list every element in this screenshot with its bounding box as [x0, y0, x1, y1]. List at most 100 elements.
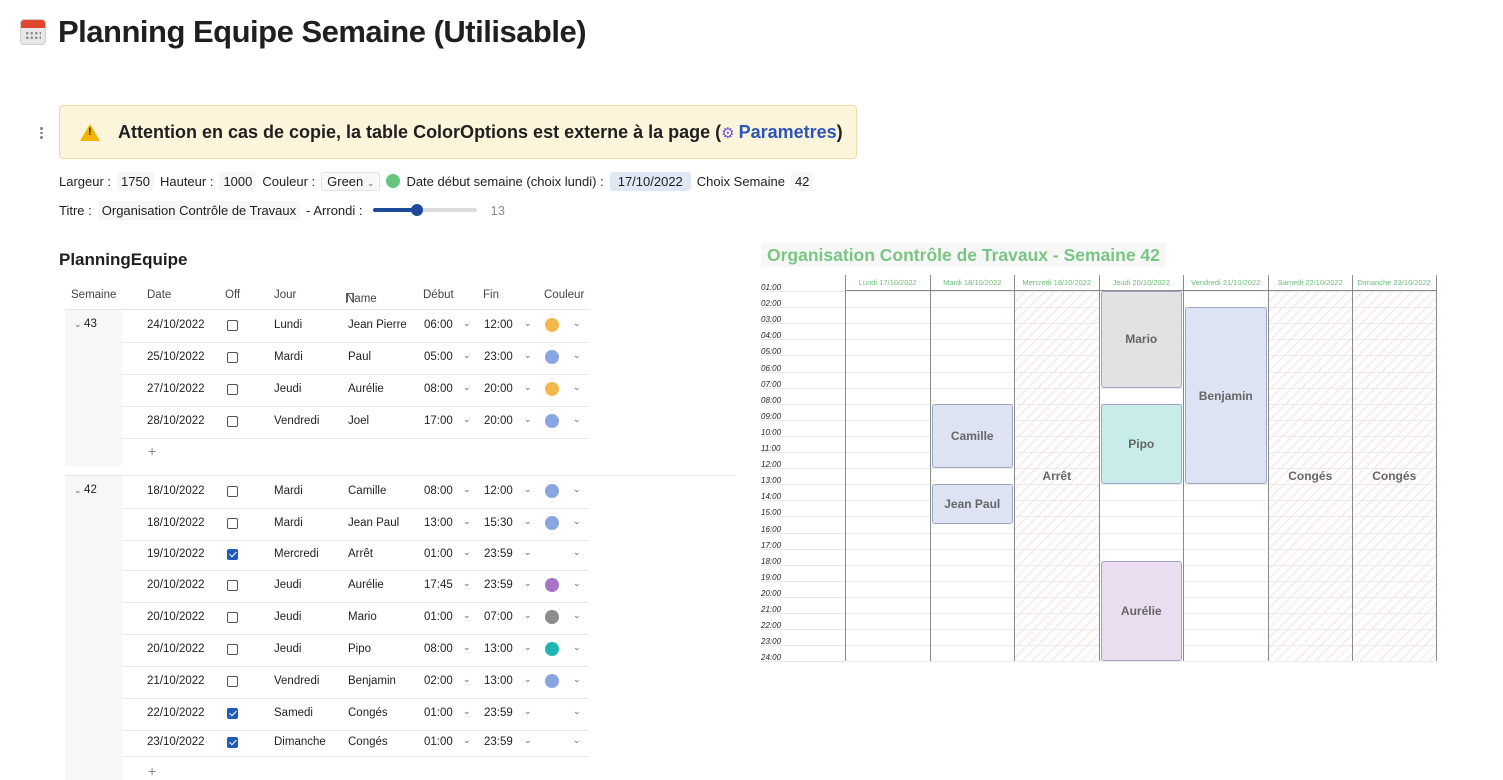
jour-cell[interactable]: Vendredi	[274, 415, 320, 427]
off-checkbox[interactable]	[227, 518, 238, 529]
color-dot[interactable]	[545, 674, 559, 688]
drag-handle-icon[interactable]	[40, 127, 46, 139]
debut-cell[interactable]: 17:45	[424, 579, 453, 591]
off-checkbox[interactable]	[227, 580, 238, 591]
chevron-down-icon[interactable]: ⌄	[463, 610, 471, 620]
color-dot[interactable]	[545, 382, 559, 396]
chevron-down-icon[interactable]: ⌄	[524, 674, 532, 684]
chevron-down-icon[interactable]: ⌄	[463, 642, 471, 652]
chevron-down-icon[interactable]: ⌄	[463, 547, 471, 557]
couleur-select[interactable]: Green ⌄	[321, 171, 381, 191]
chevron-down-icon[interactable]: ⌄	[74, 485, 85, 495]
jour-cell[interactable]: Mardi	[274, 517, 303, 529]
event-block[interactable]: Benjamin	[1185, 307, 1267, 485]
header-couleur[interactable]: Couleur	[544, 289, 585, 301]
debut-cell[interactable]: 06:00	[424, 319, 453, 331]
titre-input[interactable]: Organisation Contrôle de Travaux	[97, 200, 301, 220]
jour-cell[interactable]: Mardi	[274, 351, 303, 363]
name-cell[interactable]: Congés	[348, 707, 388, 719]
add-row-button[interactable]: +	[148, 443, 157, 459]
chevron-down-icon[interactable]: ⌄	[524, 578, 532, 588]
chevron-down-icon[interactable]: ⌄	[573, 610, 581, 620]
fin-cell[interactable]: 23:59	[484, 579, 513, 591]
chevron-down-icon[interactable]: ⌄	[463, 414, 471, 424]
fin-cell[interactable]: 23:00	[484, 351, 513, 363]
add-row-button[interactable]: +	[148, 763, 157, 779]
semaine-input[interactable]: 42	[790, 171, 814, 191]
chevron-down-icon[interactable]: ⌄	[463, 484, 471, 494]
date-cell[interactable]: 28/10/2022	[147, 415, 205, 427]
off-checkbox[interactable]	[227, 644, 238, 655]
off-checkbox[interactable]	[227, 320, 238, 331]
parametres-link[interactable]: ⚙ Parametres	[721, 121, 837, 142]
chevron-down-icon[interactable]: ⌄	[524, 706, 532, 716]
chevron-down-icon[interactable]: ⌄	[524, 642, 532, 652]
jour-cell[interactable]: Samedi	[274, 707, 313, 719]
name-cell[interactable]: Benjamin	[348, 675, 396, 687]
chevron-down-icon[interactable]: ⌄	[524, 318, 532, 328]
date-cell[interactable]: 18/10/2022	[147, 517, 205, 529]
off-checkbox[interactable]	[227, 384, 238, 395]
off-checkbox[interactable]	[227, 708, 238, 719]
off-checkbox[interactable]	[227, 486, 238, 497]
fin-cell[interactable]: 13:00	[484, 643, 513, 655]
date-cell[interactable]: 20/10/2022	[147, 643, 205, 655]
fin-cell[interactable]: 23:59	[484, 736, 513, 748]
name-cell[interactable]: Joel	[348, 415, 370, 427]
date-cell[interactable]: 22/10/2022	[147, 707, 205, 719]
jour-cell[interactable]: Dimanche	[274, 736, 326, 748]
chevron-down-icon[interactable]: ⌄	[573, 382, 581, 392]
color-dot[interactable]	[545, 642, 559, 656]
jour-cell[interactable]: Mardi	[274, 485, 303, 497]
hauteur-input[interactable]: 1000	[219, 171, 257, 191]
header-semaine[interactable]: Semaine	[71, 289, 117, 301]
chevron-down-icon[interactable]: ⌄	[573, 484, 581, 494]
fin-cell[interactable]: 12:00	[484, 485, 513, 497]
header-off[interactable]: Off	[225, 289, 241, 301]
off-checkbox[interactable]	[227, 737, 238, 748]
jour-cell[interactable]: Jeudi	[274, 643, 302, 655]
header-fin[interactable]: Fin	[483, 289, 499, 301]
date-cell[interactable]: 20/10/2022	[147, 611, 205, 623]
fin-cell[interactable]: 15:30	[484, 517, 513, 529]
fin-cell[interactable]: 20:00	[484, 383, 513, 395]
chevron-down-icon[interactable]: ⌄	[524, 610, 532, 620]
chevron-down-icon[interactable]: ⌄	[573, 547, 581, 557]
jour-cell[interactable]: Jeudi	[274, 611, 302, 623]
debut-cell[interactable]: 01:00	[424, 736, 453, 748]
date-cell[interactable]: 24/10/2022	[147, 319, 205, 331]
event-block[interactable]: Pipo	[1100, 403, 1182, 485]
slider-knob[interactable]	[411, 204, 424, 216]
fin-cell[interactable]: 20:00	[484, 415, 513, 427]
debut-cell[interactable]: 13:00	[424, 517, 453, 529]
date-cell[interactable]: 19/10/2022	[147, 548, 205, 560]
chevron-down-icon[interactable]: ⌄	[463, 578, 471, 588]
group-week[interactable]: ⌄ 43	[74, 318, 97, 330]
jour-cell[interactable]: Jeudi	[274, 579, 302, 591]
name-cell[interactable]: Mario	[348, 611, 377, 623]
chevron-down-icon[interactable]: ⌄	[573, 318, 581, 328]
chevron-down-icon[interactable]: ⌄	[524, 414, 532, 424]
chevron-down-icon[interactable]: ⌄	[463, 516, 471, 526]
name-cell[interactable]: Arrêt	[348, 548, 373, 560]
name-cell[interactable]: Congés	[348, 736, 388, 748]
color-dot[interactable]	[545, 610, 559, 624]
date-cell[interactable]: 18/10/2022	[147, 485, 205, 497]
date-cell[interactable]: 23/10/2022	[147, 736, 205, 748]
chevron-down-icon[interactable]: ⌄	[573, 706, 581, 716]
debut-cell[interactable]: 08:00	[424, 485, 453, 497]
debut-cell[interactable]: 02:00	[424, 675, 453, 687]
name-cell[interactable]: Jean Pierre	[348, 319, 407, 331]
group-week[interactable]: ⌄ 42	[74, 484, 97, 496]
event-block[interactable]: Jean Paul	[931, 484, 1013, 525]
fin-cell[interactable]: 07:00	[484, 611, 513, 623]
jour-cell[interactable]: Lundi	[274, 319, 303, 331]
jour-cell[interactable]: Jeudi	[274, 383, 302, 395]
color-dot[interactable]	[545, 350, 559, 364]
header-jour[interactable]: Jour	[274, 289, 297, 301]
chevron-down-icon[interactable]: ⌄	[463, 706, 471, 716]
name-cell[interactable]: Camille	[348, 485, 387, 497]
chevron-down-icon[interactable]: ⌄	[463, 735, 471, 745]
chevron-down-icon[interactable]: ⌄	[463, 318, 471, 328]
event-block[interactable]: Mario	[1100, 291, 1182, 388]
